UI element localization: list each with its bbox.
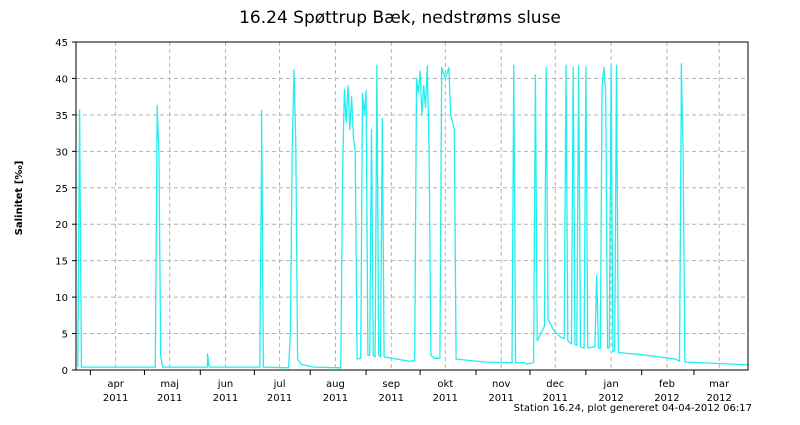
y-axis-label: Salinitet [‰] — [14, 161, 25, 236]
x-tick-label-month: apr — [107, 379, 124, 390]
x-tick-label-month: jul — [273, 379, 286, 390]
y-tick-label: 25 — [55, 184, 68, 195]
x-tick-label-year: 2011 — [379, 393, 404, 404]
x-tick-label-year: 2011 — [267, 393, 292, 404]
axis-layer: 0 5 10 15 20 25 30 35 40 45 apr 2011 maj 2011 jun 2011 j… — [55, 38, 749, 404]
x-tick-label-year: 2011 — [157, 393, 182, 404]
grid-layer — [76, 42, 748, 370]
x-tick-label-month: mar — [709, 379, 730, 390]
x-tick-label-month: jan — [602, 379, 618, 390]
chart-title: 16.24 Spøttrup Bæk, nedstrøms sluse — [239, 8, 561, 28]
x-tick-label-month: feb — [659, 379, 675, 390]
x-tick-label-month: okt — [437, 379, 453, 390]
y-tick-label: 20 — [55, 220, 68, 231]
series-line — [77, 63, 749, 369]
y-tick-label: 30 — [55, 147, 68, 158]
series-layer — [77, 63, 749, 369]
x-tick-label-month: jun — [217, 379, 233, 390]
x-tick-label-year: 2011 — [433, 393, 458, 404]
x-tick-label-month: sep — [382, 379, 400, 390]
x-tick-label-year: 2011 — [103, 393, 128, 404]
footer-note: Station 16.24, plot genereret 04-04-2012… — [513, 403, 752, 414]
y-tick-label: 35 — [55, 111, 68, 122]
y-tick-label: 15 — [55, 257, 68, 268]
y-tick-label: 10 — [55, 293, 68, 304]
x-tick-label-year: 2011 — [323, 393, 348, 404]
x-tick-label-month: aug — [326, 379, 345, 390]
y-tick-label: 45 — [55, 38, 68, 49]
y-tick-label: 5 — [62, 330, 68, 341]
x-tick-label-year: 2011 — [543, 393, 568, 404]
x-tick-label-month: dec — [546, 379, 564, 390]
x-tick-label-month: nov — [492, 379, 510, 390]
plot-frame — [75, 41, 749, 371]
x-tick-label-year: 2011 — [488, 393, 513, 404]
x-tick-label-year: 2011 — [213, 393, 238, 404]
x-tick-label-month: maj — [160, 379, 179, 390]
x-tick-label-year: 2012 — [654, 393, 679, 404]
x-tick-label-year: 2012 — [598, 393, 623, 404]
y-tick-label: 40 — [55, 74, 68, 85]
y-tick-label: 0 — [62, 366, 68, 377]
x-tick-label-year: 2012 — [706, 393, 731, 404]
